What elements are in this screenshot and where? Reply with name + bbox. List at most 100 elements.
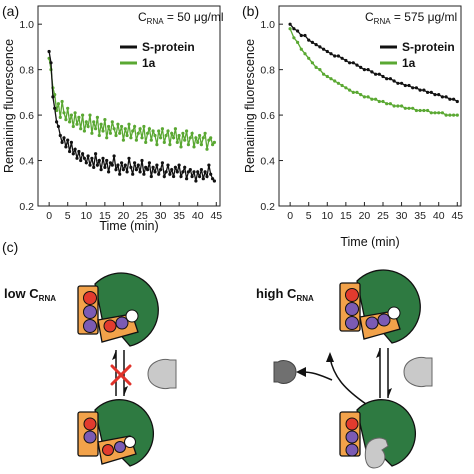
- chart-a-point-s-protein: [140, 158, 144, 163]
- chart-b-point-s-protein: [433, 93, 437, 97]
- chart-a-point-s-protein: [179, 174, 183, 179]
- chart-a-point-1a: [159, 136, 163, 140]
- chart-a-series: [47, 49, 216, 183]
- ligand-dark-icon: [273, 359, 297, 385]
- chart-a-point-s-protein: [125, 170, 129, 174]
- chart-a-point-s-protein: [101, 156, 105, 160]
- purple-bead: [83, 430, 97, 444]
- chart-b-point-s-protein: [296, 29, 300, 33]
- chart-b-point-1a: [455, 113, 459, 117]
- chart-a-point-s-protein: [146, 168, 150, 172]
- chart-b-point-1a: [403, 106, 407, 110]
- chart-a-point-1a: [79, 127, 83, 131]
- chart-a-point-1a: [149, 138, 153, 142]
- chart-a-point-s-protein: [118, 172, 122, 176]
- chart-b-point-1a: [344, 86, 348, 90]
- chart-b-point-s-protein: [444, 95, 448, 99]
- chart-a-point-1a: [68, 120, 72, 124]
- chart-a-point-1a: [209, 136, 213, 140]
- chart-b-point-1a: [407, 106, 411, 110]
- chart-a-point-1a: [66, 106, 70, 110]
- chart-a-point-s-protein: [151, 165, 155, 169]
- white-pocket: [387, 306, 401, 320]
- chart-a-point-s-protein: [181, 170, 185, 174]
- chart-a-point-1a: [108, 131, 112, 135]
- chart-a-point-s-protein: [160, 161, 164, 165]
- chart-b-point-1a: [444, 113, 448, 117]
- chart-a-point-1a: [147, 127, 151, 131]
- blocked-cross-icon: [110, 364, 132, 386]
- chart-b-legend-s-protein: S-protein: [402, 40, 455, 54]
- chart-a-point-1a: [121, 138, 125, 142]
- chart-b-point-s-protein: [307, 38, 311, 42]
- chart-a-point-s-protein: [56, 124, 61, 129]
- chart-b-point-s-protein: [403, 83, 407, 88]
- chart-b-point-s-protein: [329, 52, 333, 56]
- chart-a-point-s-protein: [127, 156, 131, 160]
- chart-a-point-s-protein: [131, 172, 135, 176]
- chart-b-plot-frame: [278, 5, 462, 207]
- chart-b-point-s-protein: [340, 56, 344, 60]
- chart-a-point-1a: [69, 113, 73, 117]
- chart-b-point-1a: [359, 93, 363, 97]
- chart-b-point-s-protein: [366, 68, 370, 72]
- chart-b-legend-1a: 1a: [402, 56, 416, 70]
- chart-a-point-s-protein: [192, 170, 196, 174]
- chart-b-point-1a: [414, 108, 418, 113]
- chart-a-point-1a: [144, 140, 148, 144]
- chart-a-point-1a: [103, 118, 107, 122]
- chart-a-point-s-protein: [77, 149, 81, 154]
- chart-a-point-s-protein: [97, 158, 101, 163]
- chart-a-point-s-protein: [209, 172, 213, 176]
- chart-b-xtick-label: 35: [414, 210, 426, 222]
- chart-a-point-1a: [192, 145, 196, 149]
- chart-b-point-1a: [422, 108, 426, 113]
- chart-a-point-1a: [153, 133, 157, 138]
- chart-a-point-s-protein: [84, 161, 88, 165]
- chart-b-point-1a: [299, 47, 303, 51]
- chart-a-point-s-protein: [73, 147, 77, 151]
- chart-b-point-s-protein: [407, 83, 411, 88]
- chart-a-point-s-protein: [49, 61, 53, 65]
- chart-a-point-s-protein: [99, 168, 103, 172]
- chart-b-series: [288, 22, 459, 117]
- chart-a-point-1a: [146, 131, 150, 135]
- chart-b-point-1a: [340, 83, 344, 88]
- purple-bead: [114, 441, 126, 453]
- chart-a-point-s-protein: [199, 168, 203, 172]
- chart-a-point-s-protein: [95, 163, 99, 167]
- purple-bead: [83, 319, 97, 333]
- chart-a-point-1a: [133, 124, 137, 129]
- chart-b-point-s-protein: [318, 45, 322, 49]
- chart-a-point-1a: [95, 115, 99, 119]
- chart-a-point-s-protein: [116, 163, 120, 167]
- chart-a-point-1a: [55, 108, 59, 113]
- chart-a-point-s-protein: [188, 168, 192, 172]
- red-bead: [345, 288, 359, 302]
- chart-b-point-s-protein: [374, 72, 378, 76]
- chart-b-point-s-protein: [448, 97, 452, 101]
- chart-a-point-s-protein: [103, 165, 107, 169]
- chart-a-point-s-protein: [194, 179, 198, 183]
- chart-b-point-1a: [385, 102, 389, 106]
- chart-a-point-1a: [172, 136, 176, 140]
- chart-b-point-1a: [336, 81, 340, 85]
- chart-b-point-1a: [400, 104, 404, 108]
- chart-a-point-s-protein: [123, 163, 127, 167]
- chart-a-point-1a: [86, 124, 90, 129]
- chart-b-point-1a: [333, 79, 337, 83]
- chart-a-series-1a-line: [48, 58, 215, 150]
- chart-a-point-s-protein: [129, 165, 133, 169]
- chart-a-point-s-protein: [53, 106, 57, 110]
- panel-b-letter: (b): [242, 3, 259, 19]
- purple-bead: [345, 316, 359, 330]
- chart-a-point-1a: [88, 113, 92, 117]
- chart-a-point-s-protein: [162, 174, 166, 179]
- chart-a-point-s-protein: [133, 161, 137, 165]
- chart-a-point-1a: [199, 143, 203, 147]
- chart-a-point-1a: [71, 124, 75, 129]
- chart-b-point-1a: [452, 113, 456, 117]
- chart-b-point-s-protein: [303, 33, 307, 38]
- ligand-light-icon: [147, 359, 177, 389]
